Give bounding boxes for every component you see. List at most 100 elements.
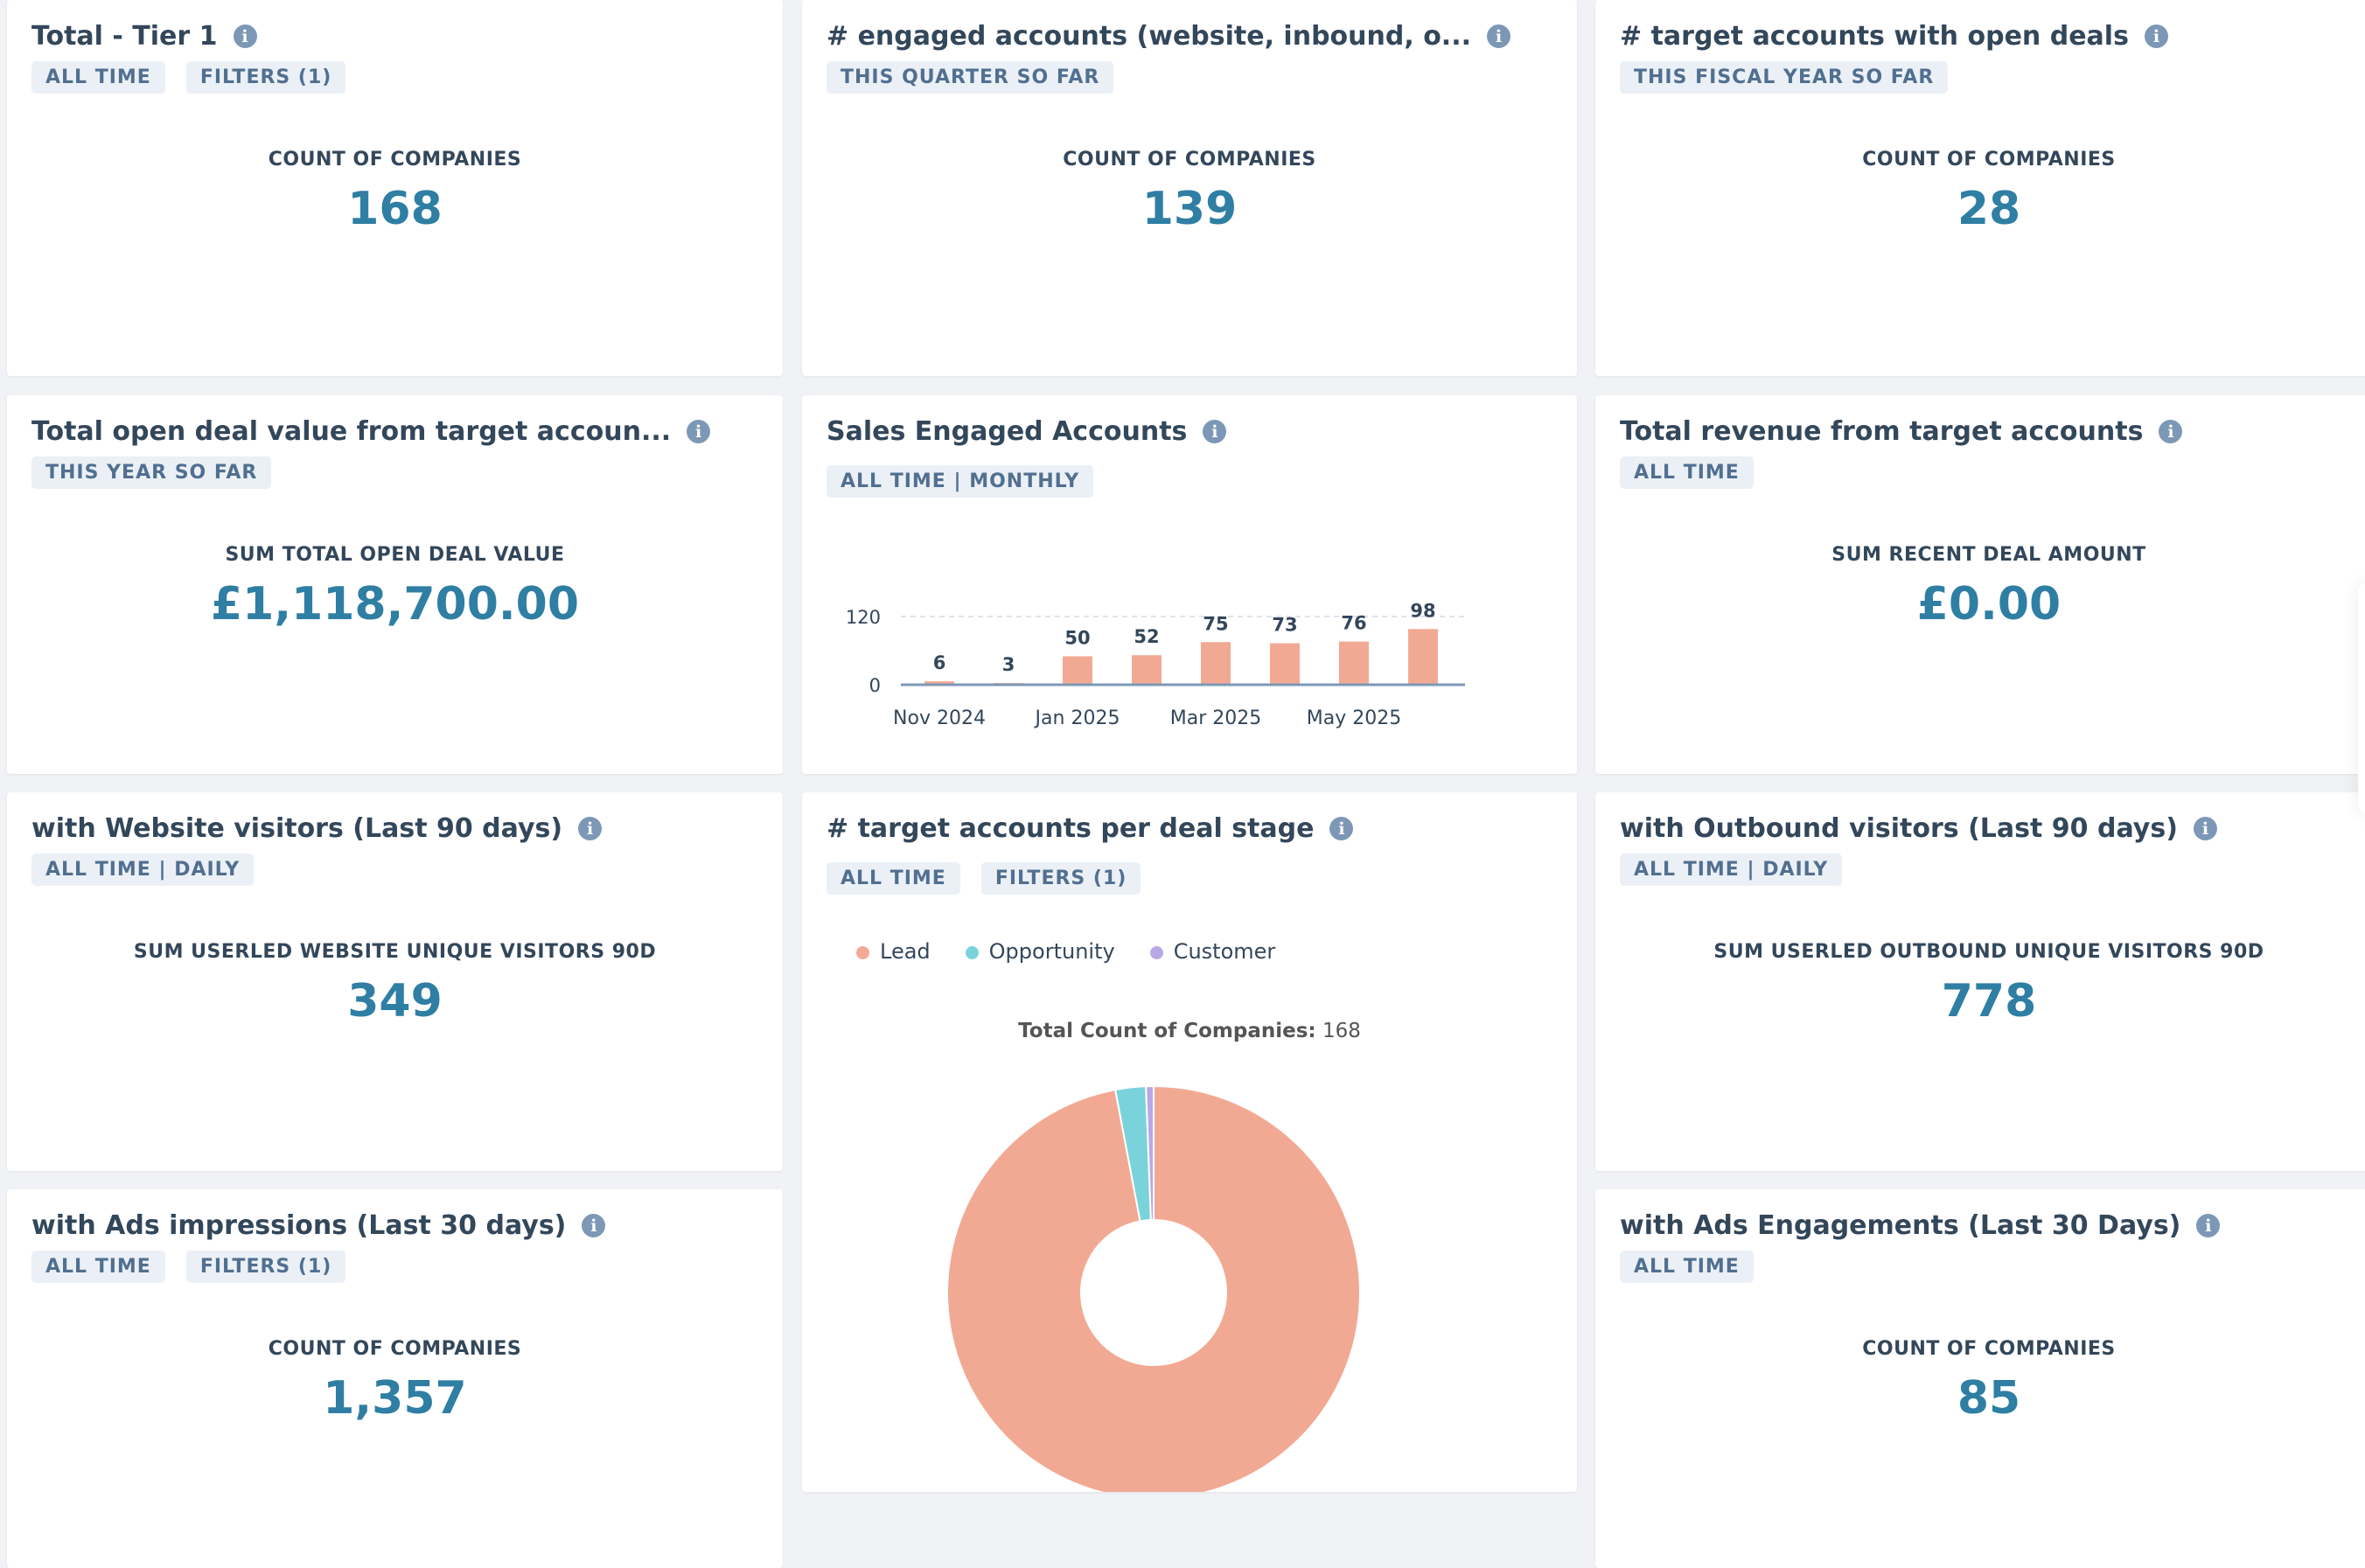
bar — [1270, 643, 1300, 685]
filter-tag[interactable]: ALL TIME | DAILY — [1620, 854, 1843, 886]
card-title[interactable]: # target accounts with open deals — [1620, 21, 2129, 52]
bar — [1408, 629, 1438, 685]
filter-tag[interactable]: FILTERS (1) — [980, 862, 1141, 895]
metric-label: COUNT OF COMPANIES — [1063, 149, 1316, 171]
bar-data-label: 3 — [1002, 654, 1015, 675]
metric: COUNT OF COMPANIES 139 — [802, 149, 1577, 235]
bar — [924, 681, 954, 685]
card-title[interactable]: Total - Tier 1 — [31, 21, 218, 52]
card-title[interactable]: with Website visitors (Last 90 days) — [31, 813, 563, 844]
metric-value: 349 — [347, 975, 443, 1028]
info-icon[interactable]: i — [2144, 24, 2168, 48]
x-tick-label: Jan 2025 — [1034, 707, 1120, 729]
card-title[interactable]: Sales Engaged Accounts — [827, 416, 1188, 447]
report-card[interactable]: Total open deal value from target accoun… — [7, 395, 783, 774]
card-title[interactable]: with Ads Engagements (Last 30 Days) — [1620, 1210, 2181, 1241]
filter-tag[interactable]: ALL TIME | MONTHLY — [827, 465, 1094, 498]
total-value: 168 — [1322, 1020, 1361, 1042]
card-title[interactable]: Total open deal value from target accoun… — [31, 416, 672, 447]
card-title-row: Sales Engaged Accounts i — [827, 416, 1227, 447]
metric: SUM TOTAL OPEN DEAL VALUE £1,118,700.00 — [7, 544, 783, 631]
legend-label: Lead — [880, 939, 931, 964]
info-icon[interactable]: i — [578, 817, 603, 840]
y-tick-label: 120 — [846, 607, 881, 628]
tag-list: ALL TIME FILTERS (1) — [31, 1251, 346, 1283]
metric-label: SUM USERLED OUTBOUND UNIQUE VISITORS 90D — [1713, 941, 2264, 963]
filter-tag[interactable]: THIS QUARTER SO FAR — [827, 61, 1114, 94]
tag-list: THIS YEAR SO FAR — [31, 456, 272, 489]
metric: SUM RECENT DEAL AMOUNT £0.00 — [1595, 544, 2365, 631]
metric: COUNT OF COMPANIES 28 — [1595, 149, 2365, 235]
card-title[interactable]: Total revenue from target accounts — [1620, 416, 2144, 447]
donut-slice — [946, 1084, 1361, 1492]
info-icon[interactable]: i — [687, 420, 711, 443]
report-card[interactable]: # target accounts with open deals i THIS F… — [1595, 0, 2365, 376]
metric-value: 168 — [347, 183, 443, 235]
tag-list: ALL TIME | DAILY — [31, 854, 255, 886]
info-icon[interactable]: i — [2159, 420, 2183, 443]
tag-list: ALL TIME — [1620, 1251, 1754, 1283]
report-card[interactable]: Total - Tier 1 i ALL TIME FILTERS (1) COUNT … — [7, 0, 783, 376]
card-title-row: with Ads Engagements (Last 30 Days) i — [1620, 1210, 2221, 1241]
metric-value: 85 — [1957, 1372, 2021, 1425]
report-card[interactable]: with Ads Engagements (Last 30 Days) i ALL … — [1595, 1189, 2365, 1568]
report-card[interactable]: # target accounts per deal stage i ALL TIM… — [802, 792, 1577, 1492]
card-title-row: with Website visitors (Last 90 days) i — [31, 813, 603, 844]
tag-list: ALL TIME | DAILY — [1620, 854, 1843, 886]
bar-data-label: 50 — [1064, 628, 1090, 649]
info-icon[interactable]: i — [582, 1214, 606, 1237]
info-icon[interactable]: i — [1487, 24, 1510, 48]
filter-tag[interactable]: ALL TIME — [1620, 456, 1754, 489]
tag-list: THIS FISCAL YEAR SO FAR — [1620, 61, 1949, 94]
filter-tag[interactable]: THIS FISCAL YEAR SO FAR — [1620, 61, 1949, 94]
donut-chart — [946, 1084, 1361, 1492]
info-icon[interactable]: i — [233, 24, 257, 48]
filter-tag[interactable]: ALL TIME — [827, 862, 960, 895]
report-card[interactable]: Total revenue from target accounts i ALL T… — [1595, 395, 2365, 774]
card-title[interactable]: with Outbound visitors (Last 90 days) — [1620, 813, 2178, 844]
report-card[interactable]: with Website visitors (Last 90 days) i ALL… — [7, 792, 783, 1171]
report-card[interactable]: Sales Engaged Accounts i ALL TIME | MONTHL… — [802, 395, 1577, 774]
tag-list: ALL TIME — [1620, 456, 1754, 489]
card-title[interactable]: # engaged accounts (website, inbound, o.… — [827, 21, 1471, 52]
filter-tag[interactable]: THIS YEAR SO FAR — [31, 456, 272, 489]
metric: SUM USERLED WEBSITE UNIQUE VISITORS 90D 3… — [7, 941, 783, 1028]
legend-item[interactable]: Customer — [1149, 939, 1275, 964]
bar-data-label: 52 — [1134, 626, 1159, 647]
info-icon[interactable]: i — [1329, 817, 1354, 840]
filter-tag[interactable]: ALL TIME — [1620, 1251, 1754, 1283]
metric-value: £1,118,700.00 — [210, 578, 580, 631]
card-title-row: # target accounts per deal stage i — [827, 813, 1354, 844]
metric-value: 778 — [1941, 975, 2037, 1028]
filter-tag[interactable]: FILTERS (1) — [185, 1251, 346, 1283]
bar — [1132, 655, 1162, 685]
metric-label: COUNT OF COMPANIES — [268, 149, 522, 171]
metric: COUNT OF COMPANIES 85 — [1595, 1338, 2365, 1425]
info-icon[interactable]: i — [2193, 817, 2217, 840]
legend-item[interactable]: Lead — [856, 939, 931, 964]
filter-tag[interactable]: ALL TIME | DAILY — [31, 854, 255, 886]
filter-tag[interactable]: ALL TIME — [31, 61, 165, 94]
bar-data-label: 76 — [1341, 613, 1366, 634]
total-label: Total Count of Companies: — [1018, 1020, 1316, 1042]
info-icon[interactable]: i — [2196, 1214, 2221, 1237]
report-card[interactable]: with Outbound visitors (Last 90 days) i AL… — [1595, 792, 2365, 1171]
legend-item[interactable]: Opportunity — [965, 939, 1115, 964]
bar-chart: 0 120 6 3 50 52 75 73 76 98 Nov 2024 Jan 2025 Mar 20… — [846, 600, 1465, 729]
filter-tag[interactable]: ALL TIME — [31, 1251, 165, 1283]
metric-label: COUNT OF COMPANIES — [1862, 1338, 2116, 1360]
report-card[interactable]: # engaged accounts (website, inbound, o.… — [802, 0, 1577, 376]
info-icon[interactable]: i — [1203, 420, 1227, 443]
side-panel-handle[interactable] — [2358, 582, 2365, 814]
bar — [1201, 642, 1231, 685]
metric-label: SUM USERLED WEBSITE UNIQUE VISITORS 90D — [133, 941, 657, 963]
card-title-row: # engaged accounts (website, inbound, o.… — [827, 21, 1510, 52]
bar-data-label: 98 — [1410, 600, 1435, 621]
card-title[interactable]: # target accounts per deal stage — [827, 813, 1315, 844]
metric-label: SUM TOTAL OPEN DEAL VALUE — [225, 544, 565, 566]
filter-tag[interactable]: FILTERS (1) — [185, 61, 346, 94]
card-title[interactable]: with Ads impressions (Last 30 days) — [31, 1210, 567, 1241]
tag-list: ALL TIME | MONTHLY — [827, 465, 1094, 498]
report-card[interactable]: with Ads impressions (Last 30 days) i ALL … — [7, 1189, 783, 1568]
bar — [1339, 641, 1369, 685]
